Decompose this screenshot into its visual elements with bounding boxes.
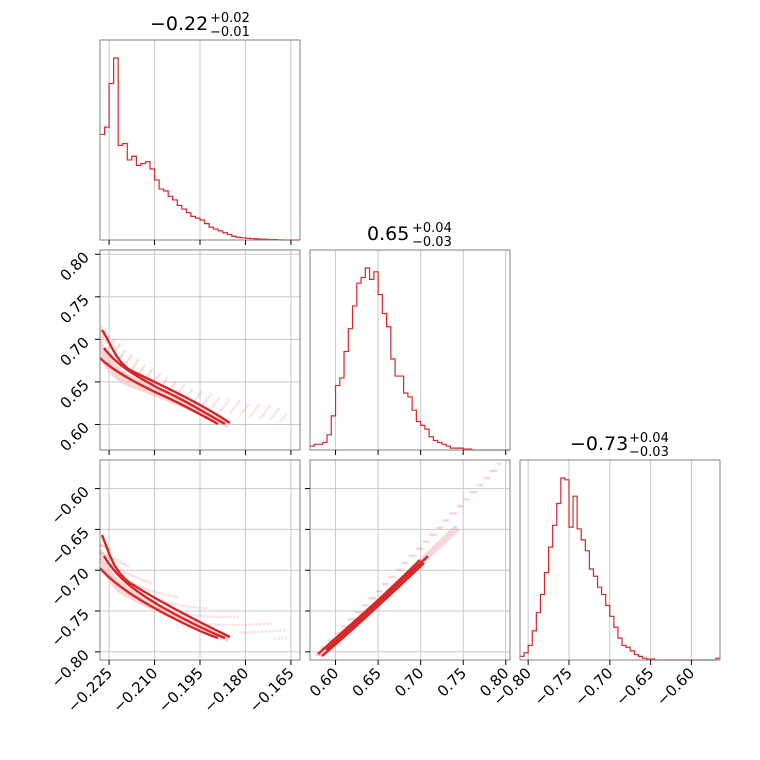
hist-panel-param2: −0.80−0.75−0.70−0.65−0.60 −0.73 +0.04 −0…: [490, 431, 721, 709]
xtick-label-p2-3: −0.65: [612, 664, 657, 709]
title-param1-minus: −0.03: [412, 235, 452, 250]
ytick-label-p1-3: 0.75: [56, 291, 92, 327]
ytick-label-p1-1: 0.65: [56, 376, 92, 412]
scatter-panel-param0-param1: 0.60 0.65 0.70 0.75 0.80: [56, 248, 301, 455]
title-param1-plus: +0.04: [412, 221, 452, 236]
hist-panel-param0: −0.22 +0.02 −0.01: [99, 11, 301, 245]
xtick-label-p0-2: −0.195: [155, 664, 207, 716]
title-param2: −0.73: [570, 433, 628, 455]
title-param0-minus: −0.01: [210, 25, 250, 40]
xtick-label-p1-0: 0.60: [306, 664, 342, 700]
contour-param0-param1: [101, 329, 231, 425]
xtick-label-p1-1: 0.65: [349, 664, 385, 700]
xtick-label-p0-4: −0.165: [246, 664, 298, 716]
ytick-label-p1-0: 0.60: [56, 419, 92, 455]
histogram-param1: [310, 267, 510, 451]
title-param2-plus: +0.04: [629, 431, 669, 446]
ytick-label-p2-3: −0.65: [48, 523, 93, 568]
scatter-panel-param0-param2: −0.225−0.210−0.195−0.180−0.165−0.80−0.75…: [48, 459, 301, 716]
ytick-label-p2-4: −0.60: [48, 483, 93, 528]
xtick-label-p2-2: −0.70: [571, 664, 616, 709]
xtick-label-p1-3: 0.75: [434, 664, 470, 700]
xtick-label-p2-1: −0.75: [531, 664, 576, 709]
ytick-label-p1-2: 0.70: [56, 333, 92, 369]
ytick-label-p2-1: −0.75: [48, 605, 93, 650]
hist-panel-param1: 0.65 +0.04 −0.03: [309, 221, 511, 455]
scatter-panel-param1-param2: 0.60 0.65 0.70 0.75 0.80: [305, 459, 513, 700]
xtick-label-p0-1: −0.210: [109, 664, 161, 716]
contour-param1-param2: [317, 559, 421, 655]
title-param0: −0.22: [150, 13, 208, 35]
xtick-label-p2-4: −0.60: [653, 664, 698, 709]
xtick-label-p1-2: 0.70: [391, 664, 427, 700]
ytick-label-p1-4: 0.80: [56, 248, 92, 284]
histogram-param0: [100, 57, 300, 241]
xtick-label-p0-3: −0.180: [200, 664, 252, 716]
title-param1: 0.65: [367, 223, 409, 245]
title-param2-minus: −0.03: [629, 445, 669, 460]
contour-param0-param2: [100, 534, 231, 639]
histogram-param2: [520, 477, 720, 661]
title-param0-plus: +0.02: [210, 11, 250, 26]
ytick-label-p2-2: −0.70: [48, 564, 93, 609]
